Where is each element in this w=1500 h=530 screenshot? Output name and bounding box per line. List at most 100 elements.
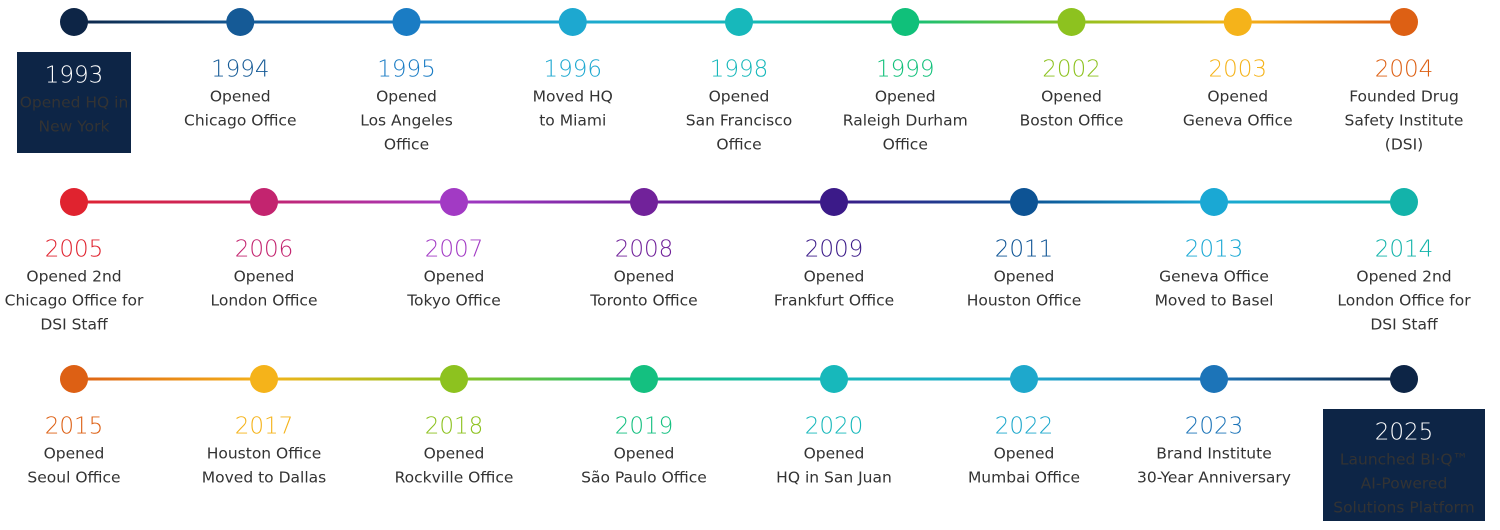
year: 2022 xyxy=(995,414,1054,440)
year: 2005 xyxy=(45,237,104,263)
description: Opened xyxy=(376,88,437,106)
description: Opened xyxy=(1207,88,1268,106)
description: Opened xyxy=(210,88,271,106)
milestone-dot xyxy=(891,8,920,36)
description: Opened xyxy=(424,445,485,463)
description: Mumbai Office xyxy=(968,469,1080,487)
description: Launched BI·Q™ xyxy=(1340,451,1468,469)
description: Geneva Office xyxy=(1159,268,1269,286)
milestone-dot xyxy=(440,188,468,216)
description: HQ in San Juan xyxy=(776,469,892,487)
milestone-dot xyxy=(440,365,468,393)
description: Los Angeles xyxy=(360,112,453,130)
year: 2025 xyxy=(1375,420,1434,446)
year: 2009 xyxy=(805,237,864,263)
description: Rockville Office xyxy=(395,469,514,487)
description: Opened xyxy=(804,268,865,286)
description: San Francisco xyxy=(686,112,792,130)
milestone-dot xyxy=(1390,365,1418,393)
year: 2020 xyxy=(805,414,864,440)
description: Opened xyxy=(994,445,1055,463)
highlight-box xyxy=(17,52,131,153)
highlight-box xyxy=(1323,409,1485,521)
description: Founded Drug xyxy=(1349,88,1459,106)
year: 1993 xyxy=(45,63,104,89)
description: Geneva Office xyxy=(1183,112,1293,130)
year: 2007 xyxy=(425,237,484,263)
description: Houston Office xyxy=(967,292,1082,310)
description: Moved to Basel xyxy=(1155,292,1274,310)
description: New York xyxy=(39,118,110,136)
milestone-dot xyxy=(630,365,658,393)
description: Opened xyxy=(234,268,295,286)
description: Toronto Office xyxy=(589,292,697,310)
year: 1998 xyxy=(710,57,769,83)
milestone-dot xyxy=(1390,8,1418,36)
milestone-dot xyxy=(558,8,587,36)
description: London Office for xyxy=(1337,292,1471,310)
milestone-dot xyxy=(820,365,848,393)
description: Opened xyxy=(44,445,105,463)
description: to Miami xyxy=(539,112,606,130)
year: 2013 xyxy=(1185,237,1244,263)
description: Frankfurt Office xyxy=(774,292,894,310)
milestone-dot xyxy=(250,188,278,216)
description: Opened HQ in xyxy=(20,94,129,112)
description: DSI Staff xyxy=(40,316,108,334)
description: AI-Powered xyxy=(1361,475,1448,493)
description: Tokyo Office xyxy=(406,292,501,310)
milestone-dot xyxy=(820,188,848,216)
description: Opened xyxy=(424,268,485,286)
milestone-dot xyxy=(1390,188,1418,216)
year: 2014 xyxy=(1375,237,1434,263)
description: Office xyxy=(716,136,761,154)
year: 1999 xyxy=(876,57,935,83)
description: Opened xyxy=(614,268,675,286)
description: Opened xyxy=(875,88,936,106)
milestone-dot xyxy=(1200,365,1228,393)
description: Solutions Platform xyxy=(1333,499,1475,517)
description: Office xyxy=(883,136,928,154)
description: DSI Staff xyxy=(1370,316,1438,334)
milestone-dot xyxy=(1010,188,1038,216)
year: 2017 xyxy=(235,414,294,440)
description: Houston Office xyxy=(207,445,322,463)
year: 2018 xyxy=(425,414,484,440)
description: Safety Institute xyxy=(1345,112,1464,130)
description: (DSI) xyxy=(1385,136,1423,154)
description: Opened xyxy=(709,88,770,106)
description: Opened xyxy=(1041,88,1102,106)
year: 2003 xyxy=(1208,57,1267,83)
description: Raleigh Durham xyxy=(843,112,968,130)
year: 1996 xyxy=(543,57,602,83)
year: 1995 xyxy=(377,57,436,83)
description: Opened xyxy=(994,268,1055,286)
year: 2019 xyxy=(615,414,674,440)
description: São Paulo Office xyxy=(581,469,707,487)
milestone-dot xyxy=(392,8,421,36)
description: Brand Institute xyxy=(1156,445,1271,463)
year: 2011 xyxy=(995,237,1054,263)
description: Chicago Office xyxy=(184,112,296,130)
milestone-dot xyxy=(1057,8,1086,36)
year: 2008 xyxy=(615,237,674,263)
description: London Office xyxy=(211,292,318,310)
year: 2015 xyxy=(45,414,104,440)
description: 30-Year Anniversary xyxy=(1137,469,1291,487)
year: 2006 xyxy=(235,237,294,263)
year: 2023 xyxy=(1185,414,1244,440)
milestone-dot xyxy=(60,365,88,393)
description: Opened 2nd xyxy=(26,268,121,286)
milestone-dot xyxy=(1010,365,1038,393)
milestone-dot xyxy=(1200,188,1228,216)
year: 2004 xyxy=(1375,57,1434,83)
milestone-dot xyxy=(1223,8,1252,36)
description: Opened xyxy=(614,445,675,463)
year: 1994 xyxy=(211,57,270,83)
description: Moved HQ xyxy=(533,88,613,106)
milestone-dot xyxy=(725,8,753,36)
milestone-dot xyxy=(60,8,88,36)
year: 2002 xyxy=(1042,57,1101,83)
